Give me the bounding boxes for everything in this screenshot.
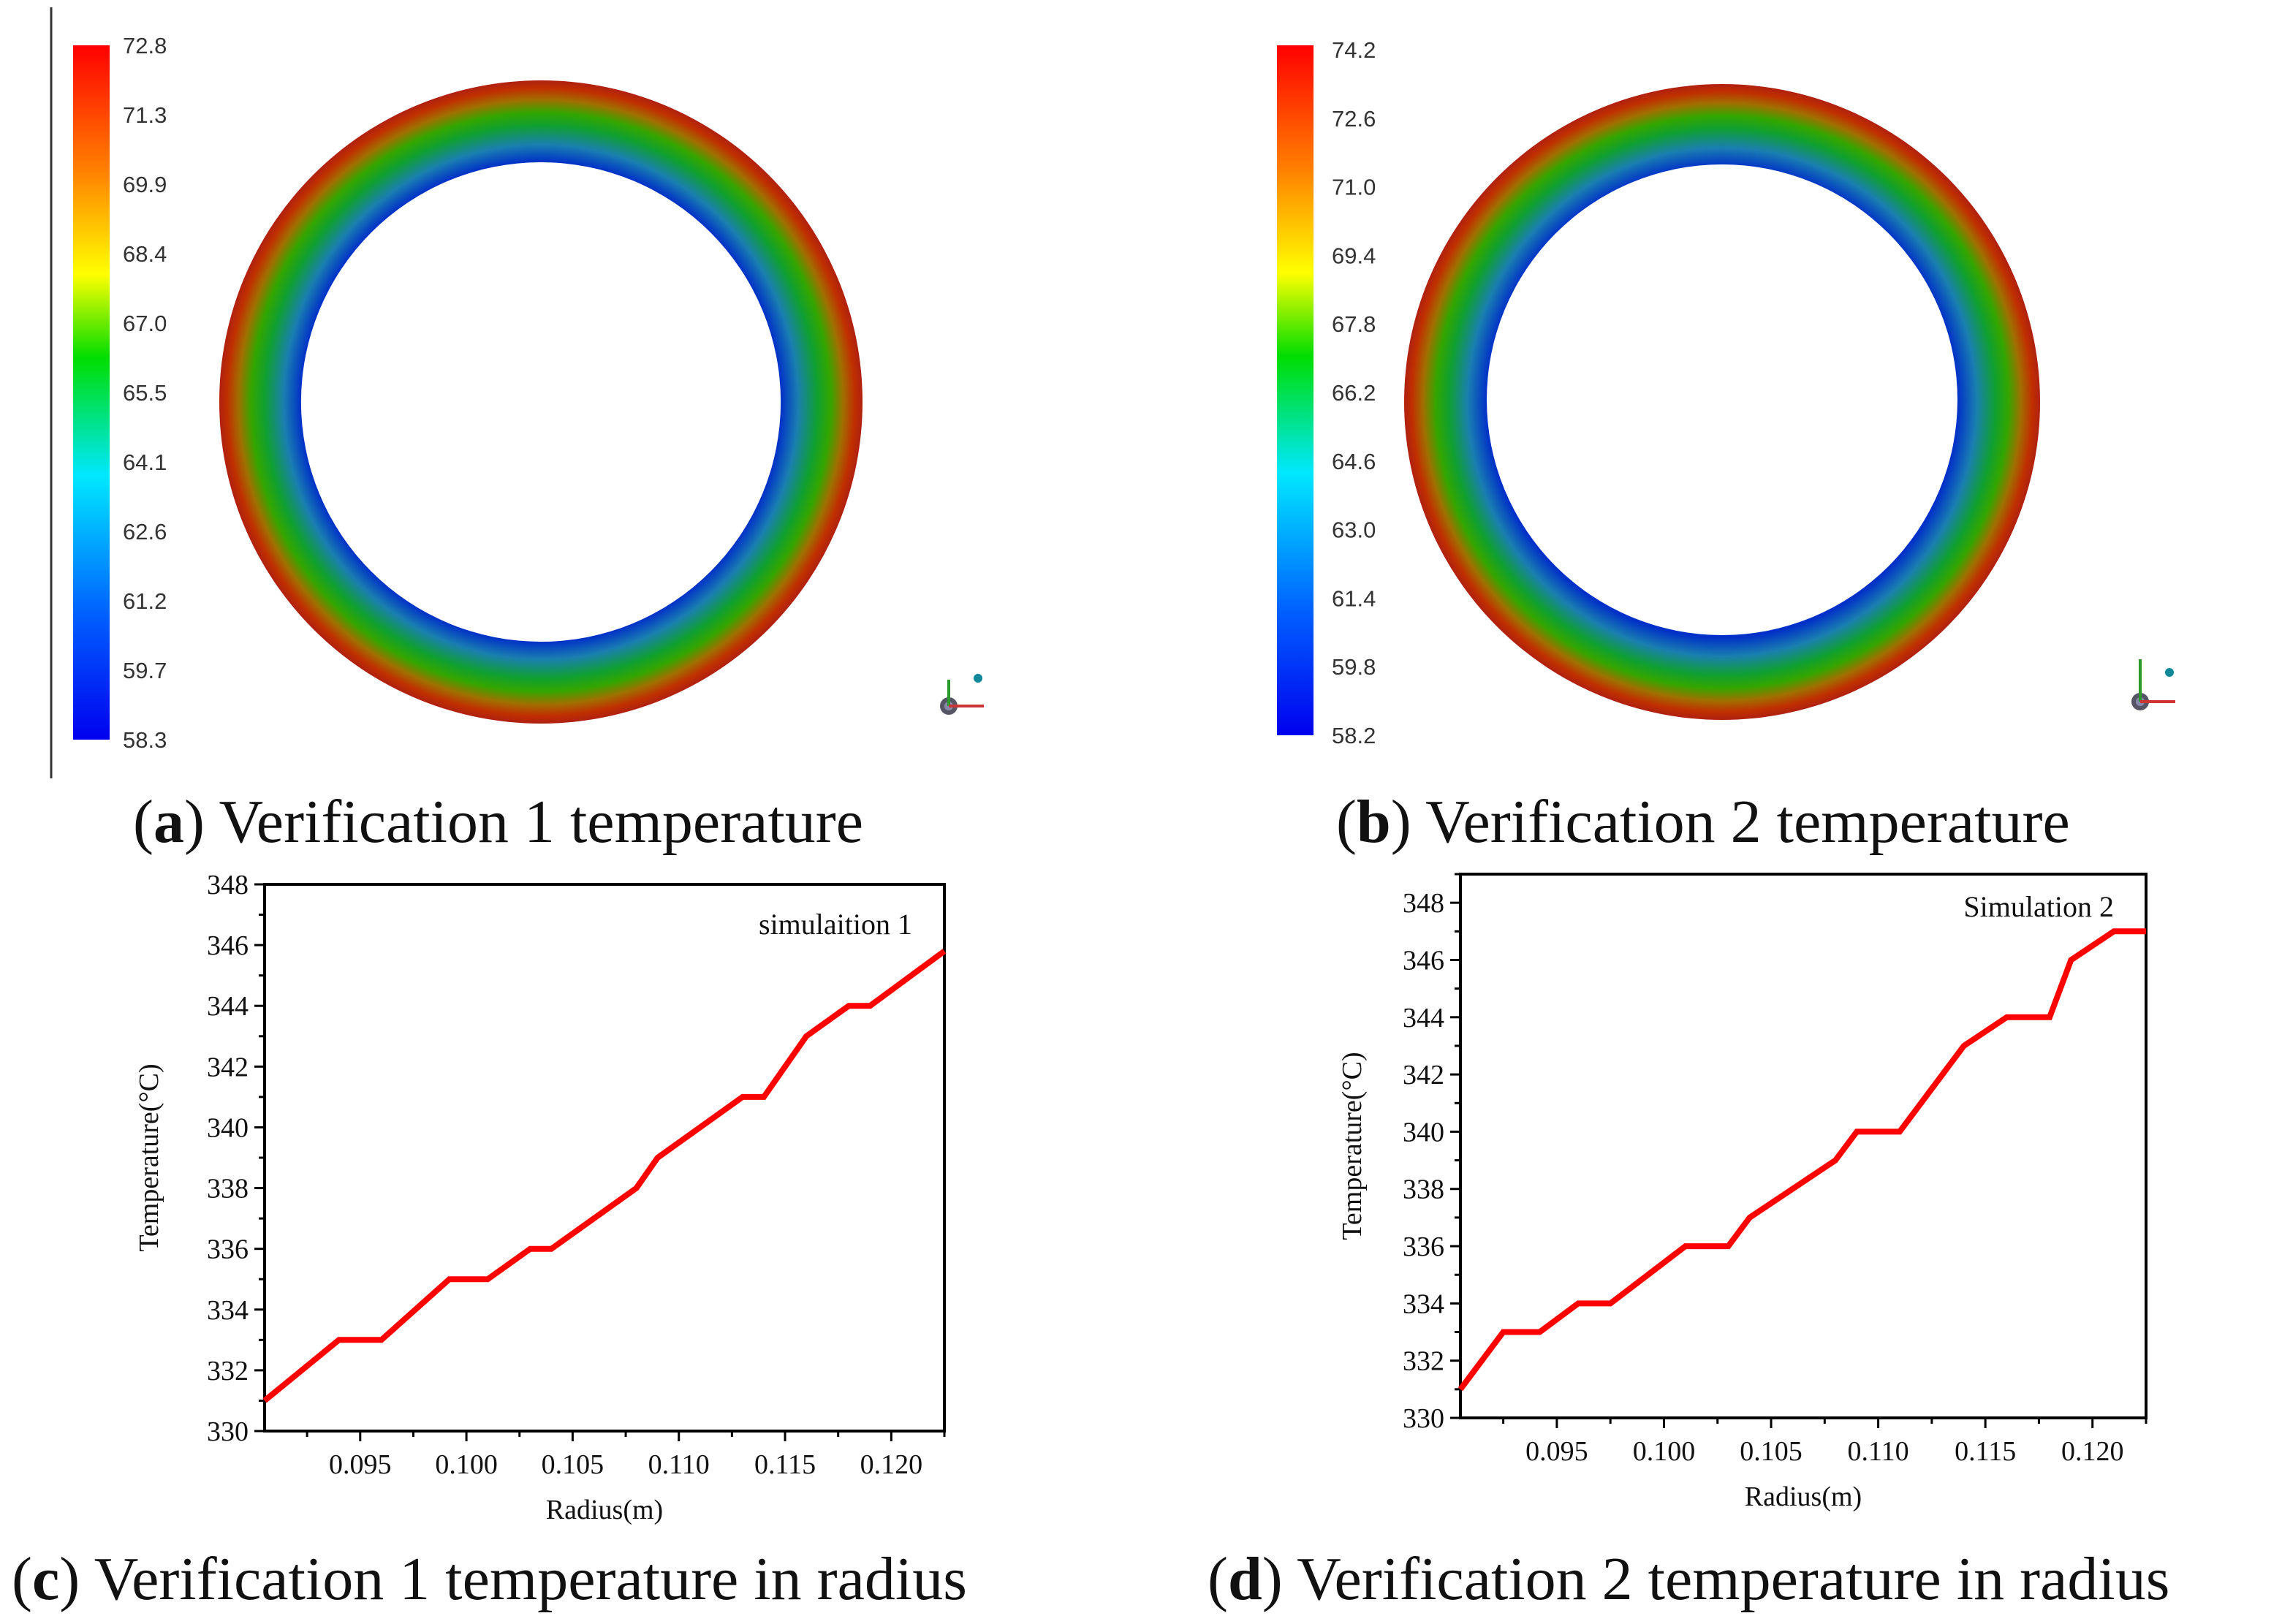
series-label: simulaition 1 — [759, 908, 912, 941]
x-axis-label: Radius(m) — [1745, 1481, 1862, 1512]
y-tick-label: 346 — [1403, 945, 1444, 976]
y-tick-label: 342 — [207, 1052, 249, 1082]
legend-value-label: 71.3 — [123, 102, 167, 128]
legend-value-label: 61.2 — [123, 588, 167, 614]
x-tick-label: 0.100 — [1633, 1436, 1696, 1467]
legend-value-label: 65.5 — [123, 380, 167, 406]
caption-c: (c) Verification 1 temperature in radius — [12, 1545, 967, 1613]
legend-value-label: 62.6 — [123, 519, 167, 545]
plot-frame — [1459, 873, 2148, 1419]
legend-value-label: 64.6 — [1332, 449, 1376, 474]
legend-value-label: 58.3 — [123, 727, 167, 753]
x-tick-label: 0.105 — [1740, 1436, 1803, 1467]
series-label: Simulation 2 — [1963, 890, 2114, 923]
y-tick-label: 334 — [207, 1295, 249, 1326]
x-tick-label: 0.095 — [329, 1449, 392, 1480]
x-tick-label: 0.110 — [1848, 1436, 1909, 1467]
caption-b: (b) Verification 2 temperature — [1336, 788, 2070, 856]
legend-value-label: 64.1 — [123, 449, 167, 475]
contour-plot-2: 74.2 72.6 71.0 69.4 67.8 66.2 64.6 63.0 61.4 59.8… — [1277, 37, 2175, 748]
line-chart-1: 330 332 334 336 338 340 342 344 346 348 0.095 0.100… — [134, 870, 947, 1525]
legend-value-label: 59.8 — [1332, 654, 1376, 680]
legend-value-label: 67.8 — [1332, 311, 1376, 337]
legend-value-label: 61.4 — [1332, 585, 1376, 611]
y-tick-label: 336 — [1403, 1232, 1444, 1262]
legend-value-label: 72.6 — [1332, 106, 1376, 132]
y-tick-label: 348 — [1403, 888, 1444, 919]
y-tick-label: 348 — [207, 870, 249, 900]
x-axis-label: Radius(m) — [546, 1495, 663, 1525]
caption-d: (d) Verification 2 temperature in radius — [1208, 1545, 2170, 1613]
y-tick-label: 338 — [1403, 1175, 1444, 1205]
temperature-series-line — [262, 949, 947, 1403]
y-tick-label: 340 — [1403, 1117, 1444, 1147]
y-axis-label: Temperature(°C) — [134, 1063, 164, 1251]
temperature-ring — [1404, 84, 2040, 720]
y-tick-label: 342 — [1403, 1060, 1444, 1090]
x-tick-label: 0.120 — [2061, 1436, 2124, 1467]
legend-value-label: 69.9 — [123, 172, 167, 197]
y-tick-label: 336 — [207, 1234, 249, 1265]
y-tick-label: 344 — [1403, 1003, 1444, 1033]
legend-value-label: 69.4 — [1332, 243, 1376, 268]
y-tick-label: 344 — [207, 991, 249, 1022]
x-tick-label: 0.115 — [754, 1449, 816, 1480]
y-tick-label: 334 — [1403, 1289, 1444, 1319]
x-tick-label: 0.115 — [1955, 1436, 2016, 1467]
temperature-ring — [219, 80, 863, 724]
axis-triad-icon — [2131, 659, 2175, 710]
y-tick-label: 340 — [207, 1112, 249, 1143]
legend-value-label: 59.7 — [123, 658, 167, 683]
legend-value-label: 68.4 — [123, 241, 167, 267]
caption-a: (a) Verification 1 temperature — [133, 788, 864, 856]
y-tick-label: 330 — [1403, 1403, 1444, 1434]
legend-value-label: 66.2 — [1332, 380, 1376, 406]
x-tick-label: 0.120 — [860, 1449, 923, 1480]
legend-value-label: 71.0 — [1332, 175, 1376, 200]
legend-value-label: 63.0 — [1332, 517, 1376, 543]
line-chart-2: 330 332 334 336 338 340 342 344 346 348 0.095 0.100… — [1337, 873, 2148, 1512]
y-tick-label: 332 — [1403, 1346, 1444, 1377]
legend-value-label: 72.8 — [123, 33, 167, 58]
legend-value-label: 67.0 — [123, 311, 167, 336]
axis-triad-icon — [940, 674, 984, 715]
y-axis-label: Temperature(°C) — [1337, 1052, 1368, 1240]
panel-b: 74.2 72.6 71.0 69.4 67.8 66.2 64.6 63.0 61.4 59.8… — [1199, 0, 2222, 789]
x-tick-label: 0.100 — [435, 1449, 498, 1480]
y-tick-label: 332 — [207, 1356, 249, 1386]
x-tick-label: 0.105 — [542, 1449, 604, 1480]
contour-plot-1: 72.8 71.3 69.9 68.4 67.0 65.5 64.1 62.6 61.2 59.7… — [50, 7, 984, 778]
panel-a: 72.8 71.3 69.9 68.4 67.0 65.5 64.1 62.6 61.2 59.7… — [0, 0, 1023, 789]
temperature-series-line — [1457, 928, 2146, 1392]
x-tick-label: 0.110 — [648, 1449, 710, 1480]
y-tick-label: 346 — [207, 930, 249, 961]
y-tick-label: 330 — [207, 1416, 249, 1447]
legend-value-label: 74.2 — [1332, 37, 1376, 63]
legend-value-label: 58.2 — [1332, 723, 1376, 748]
color-legend-bar — [1277, 45, 1314, 735]
color-legend-bar — [73, 45, 110, 740]
x-tick-label: 0.095 — [1525, 1436, 1588, 1467]
plot-frame — [263, 883, 946, 1433]
y-tick-label: 338 — [207, 1174, 249, 1204]
